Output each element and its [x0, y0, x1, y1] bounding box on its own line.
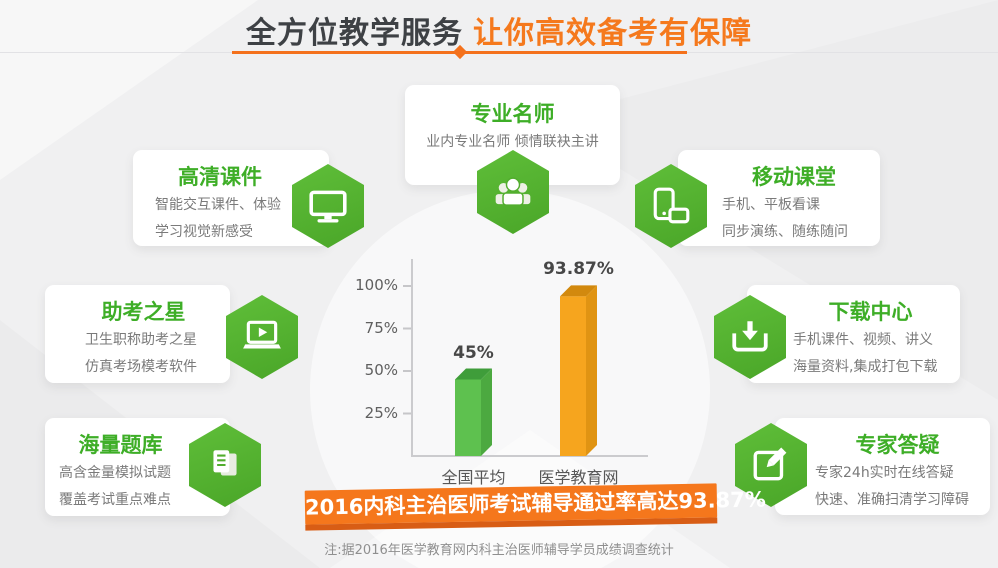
y-tick-label: 25%: [364, 403, 398, 422]
feature-card-exam-star[interactable]: 助考之星 卫生职称助考之星 仿真考场模考软件: [45, 285, 230, 383]
banner-text: 2016内科主治医师考试辅导通过率高达93.87%: [304, 483, 766, 525]
phone-tablet-icon: [653, 187, 690, 224]
feature-line: 手机、平板看课: [722, 197, 820, 213]
feature-line: 高含金量模拟试题: [59, 465, 171, 481]
footnote-text: 注:据2016年医学教育网内科主治医师辅导学员成绩调查统计: [324, 543, 674, 558]
page-title-orange: 让你高效备考有保障: [473, 16, 752, 51]
download-icon: [732, 321, 768, 352]
feature-line: 智能交互课件、体验: [155, 197, 281, 213]
hexagon-badge-mobile: [635, 164, 707, 248]
bar-value-label: 93.87%: [543, 259, 614, 280]
feature-title: 助考之星: [101, 300, 186, 324]
feature-line: 覆盖考试重点难点: [59, 492, 171, 508]
people-icon: [495, 177, 531, 206]
bar-chart-canvas: [403, 259, 648, 457]
documents-icon: [213, 450, 237, 476]
feature-line: 手机课件、视频、讲义: [793, 332, 933, 348]
pencil-square-icon: [753, 447, 787, 481]
hexagon-badge-hd: [292, 164, 364, 248]
hexagon-badge-teachers: [477, 150, 549, 234]
y-tick-label: 100%: [355, 276, 398, 294]
page-title: 全方位教学服务 让你高效备考有保障: [0, 8, 998, 52]
hexagon-badge-expert-qa: [735, 423, 807, 507]
bar-category-label: 全国平均: [441, 468, 506, 487]
feature-line: 学习视觉新感受: [155, 224, 253, 240]
bar-category-label: 医学教育网: [538, 468, 619, 487]
feature-line: 卫生职称助考之星: [85, 332, 197, 348]
feature-line: 海量资料,集成打包下载: [793, 359, 938, 375]
feature-line: 快速、准确扫清学习障碍: [815, 492, 969, 508]
feature-title: 移动课堂: [752, 165, 836, 189]
hexagon-badge-exam-star: [226, 295, 298, 379]
pass-rate-chart: 25% 50% 75% 100% 45% 全国平均 93.87% 医学教育网: [355, 255, 660, 487]
feature-title: 下载中心: [828, 300, 913, 324]
title-underline: [232, 44, 687, 60]
y-tick-label: 50%: [364, 361, 398, 379]
page-title-dark: 全方位教学服务: [246, 16, 463, 51]
feature-line: 同步演练、随练随问: [722, 224, 848, 240]
pass-rate-banner: 2016内科主治医师考试辅导通过率高达93.87%: [304, 483, 766, 531]
hexagon-badge-download: [714, 295, 786, 379]
feature-card-mobile-class[interactable]: 移动课堂 手机、平板看课 同步演练、随练随问: [678, 150, 880, 246]
feature-title: 海量题库: [78, 433, 163, 457]
feature-line: 业内专业名师 倾情联袂主讲: [426, 134, 599, 150]
feature-line: 仿真考场模考软件: [85, 359, 197, 375]
bar-value-label: 45%: [453, 342, 494, 363]
feature-title: 专业名师: [470, 102, 555, 126]
y-tick-label: 75%: [364, 318, 398, 337]
feature-card-expert-qa[interactable]: 专家答疑 专家24h实时在线答疑 快速、准确扫清学习障碍: [775, 418, 990, 515]
hexagon-badge-question-bank: [189, 423, 261, 507]
monitor-icon: [309, 190, 347, 223]
feature-title: 专家答疑: [855, 433, 940, 457]
laptop-play-icon: [243, 320, 281, 349]
feature-line: 专家24h实时在线答疑: [815, 465, 954, 481]
feature-title: 高清课件: [178, 165, 262, 189]
